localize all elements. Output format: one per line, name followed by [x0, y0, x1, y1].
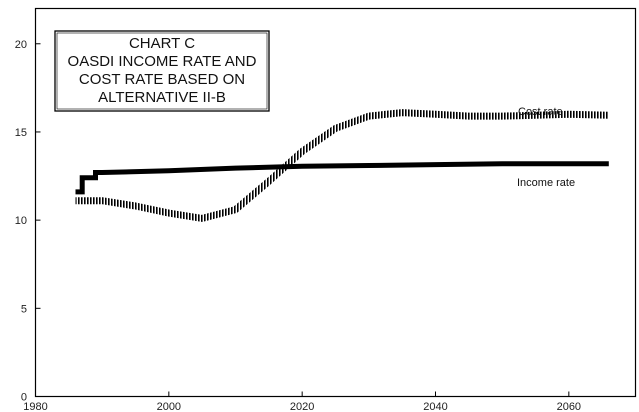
plot-frame	[34, 7, 637, 398]
x-tick-label: 2000	[157, 401, 181, 412]
x-axis: 1980 2000 2020 2040 2060	[23, 391, 581, 412]
x-tick-label: 2060	[557, 401, 581, 412]
chart-title-line-3: COST RATE BASED ON	[79, 71, 245, 88]
chart-title-line-1: CHART C	[129, 35, 195, 52]
income-rate-label: Income rate	[517, 177, 575, 189]
x-tick-label: 2040	[423, 401, 447, 412]
x-tick-label: 2020	[290, 401, 314, 412]
cost-rate-label: Cost rate	[518, 106, 563, 118]
y-tick-label: 15	[15, 127, 27, 139]
cost-rate-line	[75, 109, 609, 222]
title-box-frame	[54, 30, 270, 112]
y-tick-label: 0	[21, 392, 27, 404]
chart-title-line-2: OASDI INCOME RATE AND	[68, 53, 257, 70]
chart-title-box: CHART C OASDI INCOME RATE AND COST RATE …	[54, 30, 270, 112]
chart-title-line-4: ALTERNATIVE II-B	[98, 89, 226, 106]
income-rate-line	[75, 161, 609, 195]
title-box-inner	[56, 32, 268, 110]
y-tick-label: 20	[15, 39, 27, 51]
y-tick-label: 5	[21, 303, 27, 315]
series-layer	[75, 109, 609, 222]
y-tick-label: 10	[15, 215, 27, 227]
y-axis: 0 5 10 15 20	[15, 39, 41, 404]
x-tick-label: 1980	[23, 401, 47, 412]
